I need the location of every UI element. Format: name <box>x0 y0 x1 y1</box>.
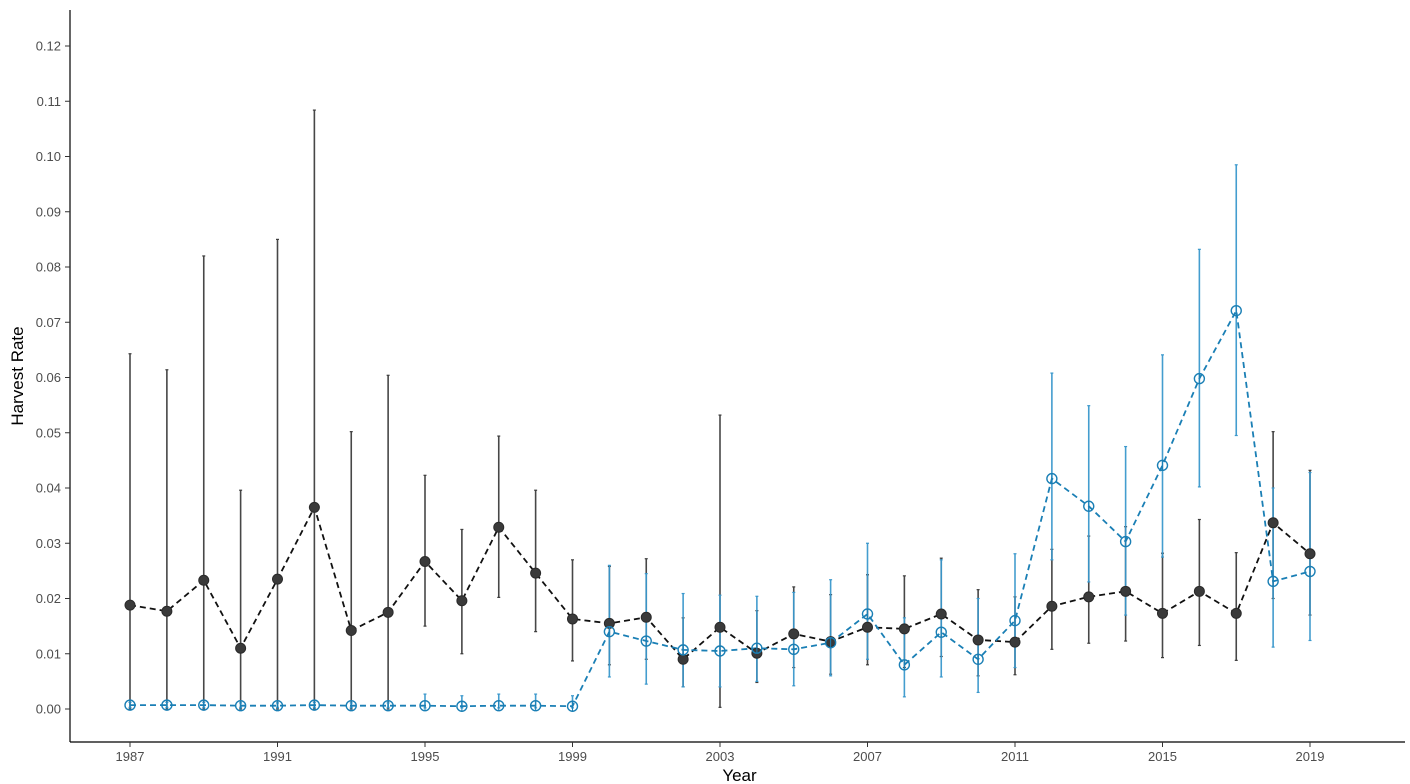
data-point <box>972 634 984 646</box>
x-tick-label: 1991 <box>263 749 292 764</box>
data-point <box>1193 585 1205 597</box>
x-tick-label: 2019 <box>1296 749 1325 764</box>
x-tick-label: 2003 <box>706 749 735 764</box>
data-point <box>1230 607 1242 619</box>
data-point <box>161 605 173 617</box>
data-point <box>530 567 542 579</box>
data-point <box>567 613 578 625</box>
data-point <box>714 621 726 633</box>
y-tick-label: 0.05 <box>36 425 61 440</box>
series-2-markers <box>124 304 1316 712</box>
series-1-markers <box>124 501 1316 665</box>
data-point <box>788 628 800 640</box>
data-point <box>124 599 136 611</box>
y-tick-label: 0.06 <box>36 370 61 385</box>
data-point <box>419 555 431 567</box>
y-axis-ticks: 0.00 0.01 0.02 0.03 0.04 0.05 0.06 0.07 0.08 0.09… <box>36 39 70 717</box>
data-point <box>935 608 947 620</box>
series-line <box>129 504 1311 661</box>
y-tick-label: 0.02 <box>36 591 61 606</box>
data-point <box>1157 607 1168 619</box>
series-2 <box>128 164 1312 709</box>
data-point <box>1083 591 1095 603</box>
x-tick-label: 2015 <box>1148 749 1177 764</box>
y-tick-label: 0.11 <box>37 94 61 109</box>
data-point <box>235 642 247 654</box>
y-tick-label: 0.08 <box>36 260 61 275</box>
data-point <box>308 501 320 513</box>
data-point <box>677 653 689 665</box>
y-axis-title: Harvest Rate <box>8 326 27 425</box>
data-point <box>493 521 505 533</box>
x-tick-label: 1987 <box>116 749 145 764</box>
data-point <box>640 611 652 623</box>
x-axis-ticks: 1987 1991 1995 1999 2003 2007 2011 2015 2019 <box>116 742 1325 764</box>
x-tick-label: 1999 <box>558 749 587 764</box>
x-tick-label: 2007 <box>853 749 882 764</box>
data-point <box>1120 585 1132 597</box>
data-point <box>862 621 873 633</box>
y-tick-label: 0.04 <box>36 481 61 496</box>
data-point <box>456 595 468 607</box>
y-tick-label: 0.12 <box>36 39 61 54</box>
y-tick-label: 0.01 <box>36 646 61 661</box>
y-tick-label: 0.00 <box>36 702 61 717</box>
series-line <box>130 307 1311 708</box>
data-point <box>1304 548 1316 560</box>
x-tick-label: 2011 <box>1001 749 1029 764</box>
plot-area <box>124 109 1316 712</box>
x-axis-title: Year <box>722 766 757 784</box>
y-tick-label: 0.09 <box>36 204 61 219</box>
data-point <box>1009 636 1021 648</box>
x-tick-label: 1995 <box>411 749 440 764</box>
data-point <box>1267 517 1279 529</box>
data-point <box>1046 600 1058 612</box>
data-point <box>198 574 210 586</box>
y-tick-label: 0.10 <box>36 149 61 164</box>
data-point <box>272 573 283 585</box>
data-point <box>898 623 910 635</box>
y-tick-label: 0.03 <box>36 536 61 551</box>
data-point <box>382 606 394 618</box>
y-tick-label: 0.07 <box>36 315 61 330</box>
data-point <box>345 625 357 637</box>
